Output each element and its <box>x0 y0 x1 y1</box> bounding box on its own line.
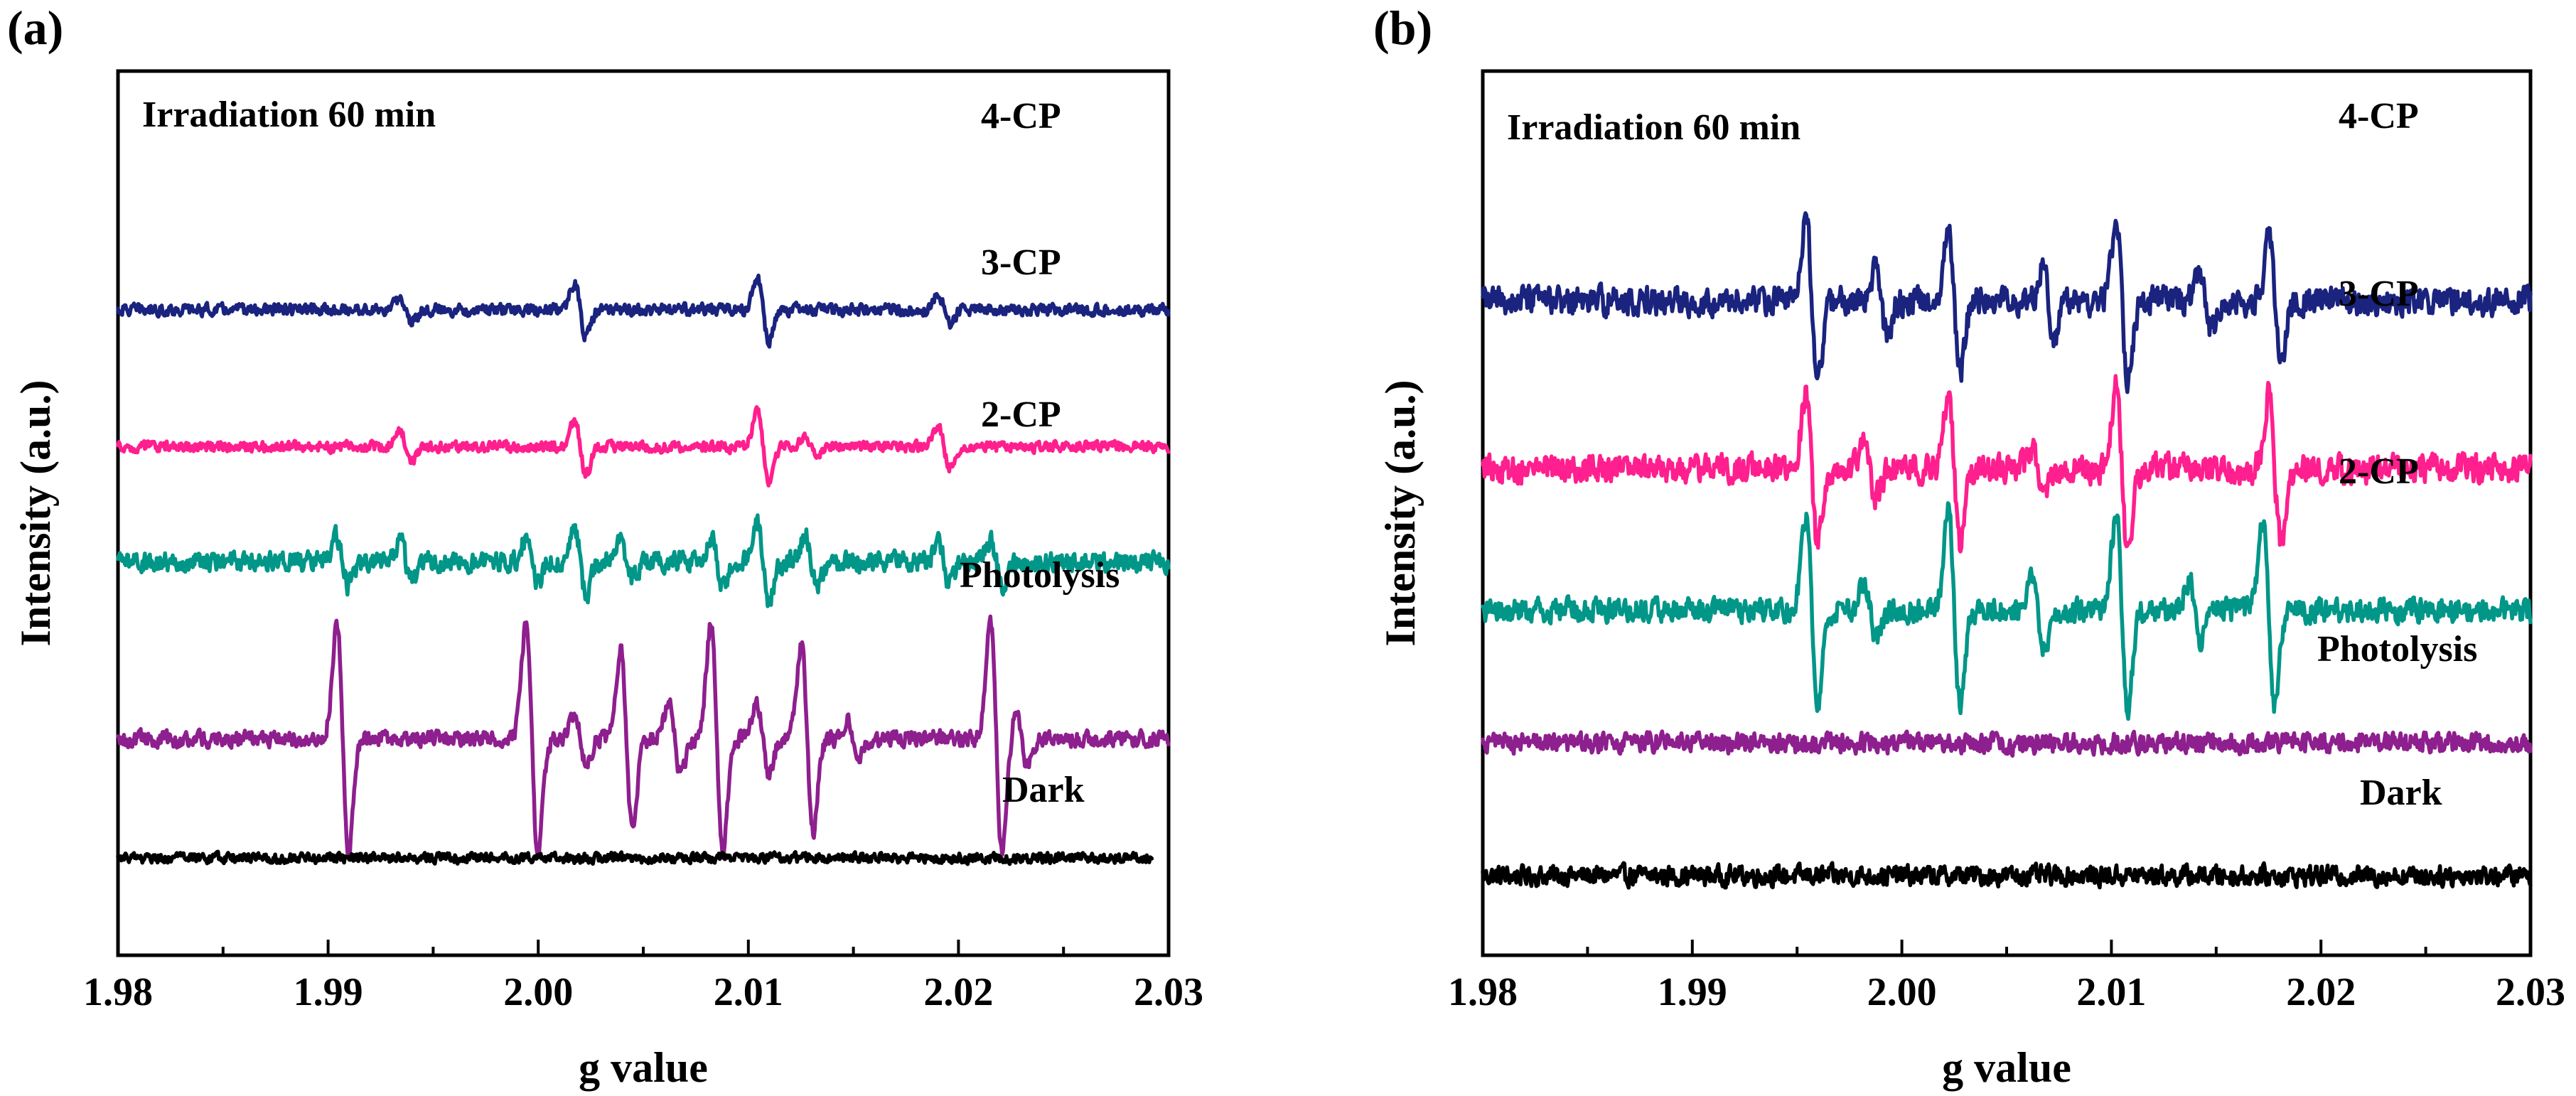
x-axis-title: g value <box>579 1044 708 1091</box>
plot-frame <box>1481 69 2533 957</box>
x-tick-label: 1.99 <box>1658 970 1727 1014</box>
series-label-2-cp: 2-CP <box>2339 451 2419 492</box>
x-tick-label: 2.03 <box>1134 970 1203 1014</box>
series-label-2-cp: 2-CP <box>981 394 1061 435</box>
y-axis-title: Intensity (a.u.) <box>1377 380 1424 646</box>
series-line-photolysis <box>1481 729 2533 758</box>
series-group <box>116 273 1171 866</box>
series-line-2-cp <box>116 513 1171 608</box>
series-label-4-cp: 4-CP <box>981 96 1061 136</box>
series-line-3-cp <box>1481 374 2533 554</box>
series-label-3-cp: 3-CP <box>981 242 1061 283</box>
x-tick-label: 1.98 <box>83 970 153 1014</box>
plot-frame <box>116 69 1171 957</box>
x-tick-label: 2.00 <box>1867 970 1937 1014</box>
series-line-photolysis <box>116 614 1171 861</box>
x-axis-title: g value <box>1942 1044 2071 1091</box>
x-tick-label: 2.00 <box>503 970 573 1014</box>
series-line-4-cp <box>116 273 1171 349</box>
series-label-photolysis: Photolysis <box>960 555 1120 596</box>
series-group <box>1481 211 2533 890</box>
panel-label: (a) <box>7 1 63 55</box>
annotation-text: Irradiation 60 min <box>142 95 436 135</box>
panel-b: (b) Irradiation 60 min 4-CP 3-CP 2-CP Ph… <box>1373 1 2565 1091</box>
series-label-dark: Dark <box>2360 773 2442 813</box>
x-tick-label: 2.01 <box>714 970 783 1014</box>
series-label-group: 4-CP 3-CP 2-CP Photolysis Dark <box>960 96 1120 810</box>
series-line-2-cp <box>1481 501 2533 721</box>
x-tick-label: 2.03 <box>2496 970 2565 1014</box>
panel-label: (b) <box>1373 1 1432 55</box>
series-line-3-cp <box>116 404 1171 488</box>
series-label-3-cp: 3-CP <box>2339 274 2419 314</box>
x-tick-label: 2.02 <box>2286 970 2356 1014</box>
x-tick-label: 2.01 <box>2076 970 2146 1014</box>
series-label-dark: Dark <box>1002 770 1085 810</box>
series-line-4-cp <box>1481 211 2533 394</box>
x-tick-group: 1.98 1.99 2.00 2.01 2.02 2.03 <box>83 940 1203 1014</box>
panel-a: (a) Irradiation 60 min 4-CP 3-CP 2-CP Ph… <box>7 1 1203 1091</box>
x-tick-label: 2.02 <box>923 970 993 1014</box>
series-label-group: 4-CP 3-CP 2-CP Photolysis Dark <box>2317 96 2477 813</box>
series-line-dark <box>1481 861 2533 890</box>
annotation-text: Irradiation 60 min <box>1507 107 1800 148</box>
series-line-dark <box>116 849 1154 866</box>
x-tick-group: 1.98 1.99 2.00 2.01 2.02 2.03 <box>1448 940 2565 1014</box>
series-label-photolysis: Photolysis <box>2317 629 2477 670</box>
x-tick-label: 1.98 <box>1448 970 1518 1014</box>
x-tick-label: 1.99 <box>294 970 363 1014</box>
y-axis-title: Intensity (a.u.) <box>12 380 59 646</box>
series-label-4-cp: 4-CP <box>2339 96 2419 136</box>
